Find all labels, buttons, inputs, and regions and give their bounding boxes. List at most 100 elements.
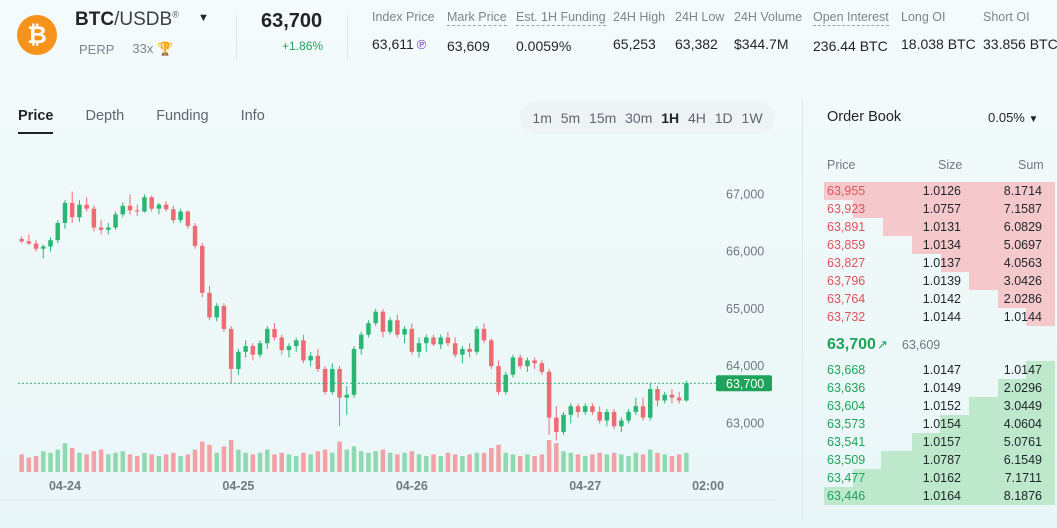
bid-size: 1.0149 bbox=[922, 381, 961, 395]
ask-row[interactable]: 63,891 1.0131 6.0829 bbox=[822, 218, 1057, 236]
x-tick-label: 04-25 bbox=[222, 479, 254, 493]
volume-bar bbox=[228, 440, 234, 472]
bid-row[interactable]: 63,573 1.0154 4.0604 bbox=[822, 415, 1057, 433]
ask-row[interactable]: 63,827 1.0137 4.0563 bbox=[822, 254, 1057, 272]
trophy-icon: 🏆 bbox=[157, 41, 174, 56]
volume-bar bbox=[98, 449, 104, 472]
interval-1m[interactable]: 1m bbox=[532, 109, 552, 126]
stat-24h-volume: 24H Volume $344.7M bbox=[734, 10, 803, 52]
tab-depth[interactable]: Depth bbox=[85, 108, 125, 124]
ask-row[interactable]: 63,859 1.0134 5.0697 bbox=[822, 236, 1057, 254]
ask-sum: 1.0144 bbox=[1003, 310, 1042, 324]
y-tick-label: 63,000 bbox=[726, 416, 764, 430]
ask-sum: 2.0286 bbox=[1003, 292, 1042, 306]
tab-funding[interactable]: Funding bbox=[156, 108, 209, 124]
volume-bar bbox=[91, 451, 97, 472]
stat-mark-price[interactable]: Mark Price 63,609 bbox=[447, 10, 507, 54]
ask-row[interactable]: 63,764 1.0142 2.0286 bbox=[822, 290, 1057, 308]
volume-bar bbox=[279, 452, 284, 472]
candle-body bbox=[373, 311, 378, 324]
candle-body bbox=[315, 355, 321, 369]
candle-body bbox=[351, 348, 357, 395]
candle-body bbox=[149, 197, 154, 209]
interval-1w[interactable]: 1W bbox=[741, 109, 763, 126]
candle-body bbox=[344, 394, 350, 398]
ask-price: 63,796 bbox=[827, 274, 866, 288]
volume-bar bbox=[142, 452, 147, 472]
volume-bar bbox=[171, 452, 176, 472]
volume-bar bbox=[351, 446, 357, 472]
candle-body bbox=[106, 227, 111, 230]
candle-body bbox=[604, 411, 610, 421]
interval-15m[interactable]: 15m bbox=[589, 109, 617, 126]
candle-body bbox=[640, 406, 646, 418]
ask-row[interactable]: 63,923 1.0757 7.1587 bbox=[822, 200, 1057, 218]
volume-bar bbox=[510, 454, 516, 472]
tab-price[interactable]: Price bbox=[18, 108, 54, 134]
depth-bar bbox=[883, 218, 1055, 236]
bid-size: 1.0157 bbox=[922, 435, 961, 449]
volume-bar bbox=[315, 451, 321, 472]
volume-bar bbox=[532, 456, 537, 472]
stat-est-funding[interactable]: Est. 1H Funding 0.0059% bbox=[516, 10, 606, 54]
volume-bar bbox=[452, 454, 458, 472]
depth-bar bbox=[940, 254, 1055, 272]
ask-row[interactable]: 63,732 1.0144 1.0144 bbox=[822, 308, 1057, 326]
volume-bar bbox=[62, 443, 68, 472]
depth-bar bbox=[824, 487, 1055, 505]
volume-bar bbox=[120, 451, 126, 472]
candle-body bbox=[301, 340, 306, 361]
candle-body bbox=[525, 360, 530, 367]
ask-row[interactable]: 63,796 1.0139 3.0426 bbox=[822, 272, 1057, 290]
candle-body bbox=[481, 328, 487, 341]
interval-1h[interactable]: 1H bbox=[661, 109, 680, 126]
volume-bar bbox=[380, 449, 386, 472]
tab-info[interactable]: Info bbox=[240, 108, 265, 124]
ask-row[interactable]: 63,955 1.0126 8.1714 bbox=[822, 182, 1057, 200]
caret-down-icon[interactable]: ▼ bbox=[198, 12, 209, 24]
candle-body bbox=[98, 227, 104, 230]
stat-open-interest[interactable]: Open Interest 236.44 BTC bbox=[813, 10, 889, 54]
col-sum: Sum bbox=[1018, 158, 1044, 172]
volume-bar bbox=[272, 454, 277, 472]
bid-row[interactable]: 63,668 1.0147 1.0147 bbox=[822, 361, 1057, 379]
volume-bar bbox=[395, 454, 400, 472]
ask-size: 1.0126 bbox=[922, 184, 961, 198]
bid-price: 63,541 bbox=[827, 435, 866, 449]
header-divider bbox=[236, 14, 237, 60]
bid-row[interactable]: 63,604 1.0152 3.0449 bbox=[822, 397, 1057, 415]
bid-row[interactable]: 63,446 1.0164 8.1876 bbox=[822, 487, 1057, 505]
bid-price: 63,573 bbox=[827, 417, 866, 431]
candle-body bbox=[250, 346, 256, 355]
candle-body bbox=[626, 411, 631, 421]
candle-body bbox=[358, 334, 364, 349]
stat-long-oi: Long OI 18.038 BTC bbox=[901, 10, 976, 52]
y-tick-label: 65,000 bbox=[726, 302, 764, 316]
volume-bar bbox=[113, 452, 118, 472]
interval-30m[interactable]: 30m bbox=[625, 109, 653, 126]
volume-bar bbox=[460, 456, 465, 472]
volume-bar bbox=[626, 456, 631, 472]
interval-4h[interactable]: 4H bbox=[688, 109, 706, 126]
ask-price: 63,891 bbox=[827, 220, 866, 234]
pair-selector[interactable]: BTC/USDB® bbox=[75, 9, 179, 31]
candle-body bbox=[517, 357, 523, 367]
bid-row[interactable]: 63,509 1.0787 6.1549 bbox=[822, 451, 1057, 469]
bid-row[interactable]: 63,541 1.0157 5.0761 bbox=[822, 433, 1057, 451]
volume-bar bbox=[106, 454, 111, 472]
candle-body bbox=[62, 202, 68, 223]
precision-select[interactable]: 0.05% ▼ bbox=[988, 110, 1039, 125]
candle-body bbox=[228, 328, 234, 369]
volume-bar bbox=[77, 452, 82, 472]
bid-row[interactable]: 63,477 1.0162 7.1711 bbox=[822, 469, 1057, 487]
volume-bar bbox=[26, 457, 32, 472]
price-chart[interactable]: 67,000 66,000 65,000 64,000 63,000 63,700 04-2… bbox=[0, 140, 800, 510]
interval-5m[interactable]: 5m bbox=[560, 109, 581, 126]
bitcoin-icon: ₿ bbox=[17, 15, 57, 55]
ask-size: 1.0137 bbox=[922, 256, 961, 270]
bid-row[interactable]: 63,636 1.0149 2.0296 bbox=[822, 379, 1057, 397]
interval-1d[interactable]: 1D bbox=[714, 109, 733, 126]
last-price: 63,700 bbox=[261, 10, 323, 32]
candle-body bbox=[192, 225, 198, 246]
candle-body bbox=[611, 411, 617, 427]
